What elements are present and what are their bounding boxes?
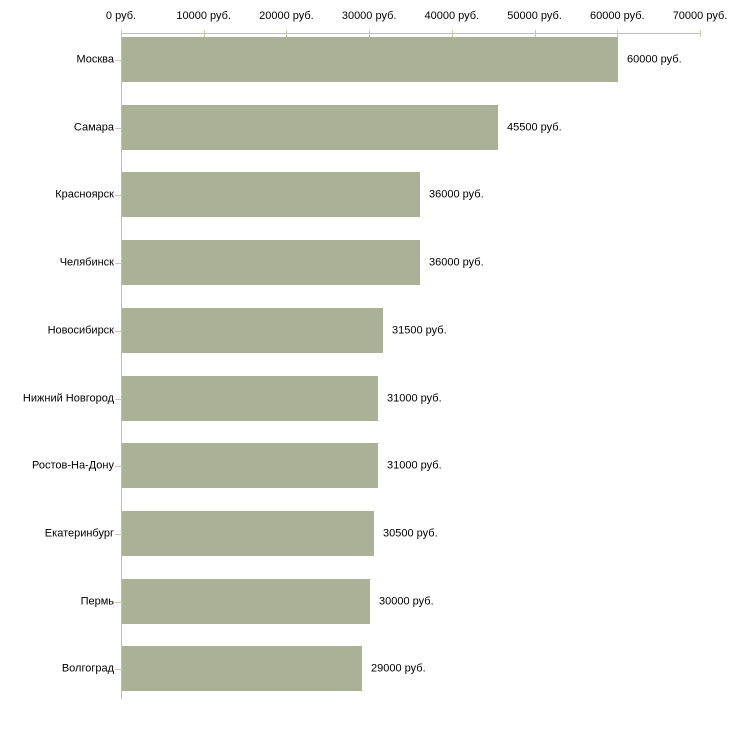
bar <box>122 240 420 285</box>
bar-row: Челябинск 36000 руб. <box>0 240 730 285</box>
value-label: 36000 руб. <box>429 256 484 268</box>
x-axis-tick-label: 10000 руб. <box>176 10 232 22</box>
value-label: 31000 руб. <box>387 392 442 404</box>
value-label: 29000 руб. <box>371 662 426 674</box>
x-axis-tick-mark <box>121 30 122 37</box>
x-axis-tick-mark <box>204 30 205 37</box>
category-label: Ростов-На-Дону <box>31 459 114 471</box>
x-axis-tick-label: 20000 руб. <box>259 10 314 22</box>
value-label: 36000 руб. <box>429 188 484 200</box>
x-axis-line <box>121 33 701 34</box>
bar-row: Пермь 30000 руб. <box>0 579 730 624</box>
category-label: Нижний Новгород <box>22 392 114 404</box>
bar <box>122 376 378 421</box>
x-axis-tick-label: 70000 руб. <box>672 10 728 22</box>
value-label: 60000 руб. <box>627 53 682 65</box>
bar <box>122 105 498 150</box>
y-axis-tick-mark <box>115 127 122 129</box>
bar-row: Волгоград 29000 руб. <box>0 646 730 691</box>
bar-row: Москва 60000 руб. <box>0 37 730 82</box>
y-axis-tick-mark <box>115 398 122 400</box>
x-axis-tick-mark <box>617 30 618 37</box>
x-axis-tick-mark <box>535 30 536 37</box>
category-label: Красноярск <box>55 188 114 200</box>
category-label: Москва <box>76 53 114 65</box>
value-label: 31000 руб. <box>387 459 442 471</box>
category-label: Екатеринбург <box>44 527 114 539</box>
value-label: 30000 руб. <box>379 595 434 607</box>
x-axis-tick-mark <box>286 30 287 37</box>
x-axis-tick-label: 50000 руб. <box>507 10 562 22</box>
bar-row: Новосибирск 31500 руб. <box>0 308 730 353</box>
bar <box>122 172 420 217</box>
bar <box>122 646 362 691</box>
x-axis-tick-label: 30000 руб. <box>341 10 397 22</box>
value-label: 30500 руб. <box>383 527 438 539</box>
bar-row: Самара 45500 руб. <box>0 105 730 150</box>
x-axis-tick-label: 40000 руб. <box>424 10 480 22</box>
value-label: 31500 руб. <box>392 324 447 336</box>
bar-row: Нижний Новгород 31000 руб. <box>0 376 730 421</box>
bar-row: Ростов-На-Дону 31000 руб. <box>0 443 730 488</box>
bar-row: Екатеринбург 30500 руб. <box>0 511 730 556</box>
y-axis-tick-mark <box>115 262 122 264</box>
category-label: Челябинск <box>59 256 114 268</box>
x-axis-tick-mark <box>452 30 453 37</box>
y-axis-tick-mark <box>115 465 122 467</box>
bar-row: Красноярск 36000 руб. <box>0 172 730 217</box>
category-label: Самара <box>73 121 114 133</box>
y-axis-tick-mark <box>115 330 122 332</box>
value-label: 45500 руб. <box>507 121 562 133</box>
y-axis-tick-mark <box>115 533 122 535</box>
x-axis-tick-label: 0 руб. <box>105 10 137 22</box>
y-axis-tick-mark <box>115 194 122 196</box>
y-axis-tick-mark <box>115 59 122 61</box>
bar <box>122 443 378 488</box>
y-axis-tick-mark <box>115 668 122 670</box>
y-axis-line <box>121 33 122 699</box>
y-axis-tick-mark <box>115 601 122 603</box>
category-label: Волгоград <box>61 662 114 674</box>
bar <box>122 37 618 82</box>
x-axis-tick-label: 60000 руб. <box>589 10 645 22</box>
bar <box>122 579 370 624</box>
bar <box>122 511 374 556</box>
x-axis-tick-mark <box>369 30 370 37</box>
x-axis-tick-mark <box>700 30 701 37</box>
category-label: Пермь <box>80 595 114 607</box>
bar <box>122 308 383 353</box>
category-label: Новосибирск <box>47 324 114 336</box>
